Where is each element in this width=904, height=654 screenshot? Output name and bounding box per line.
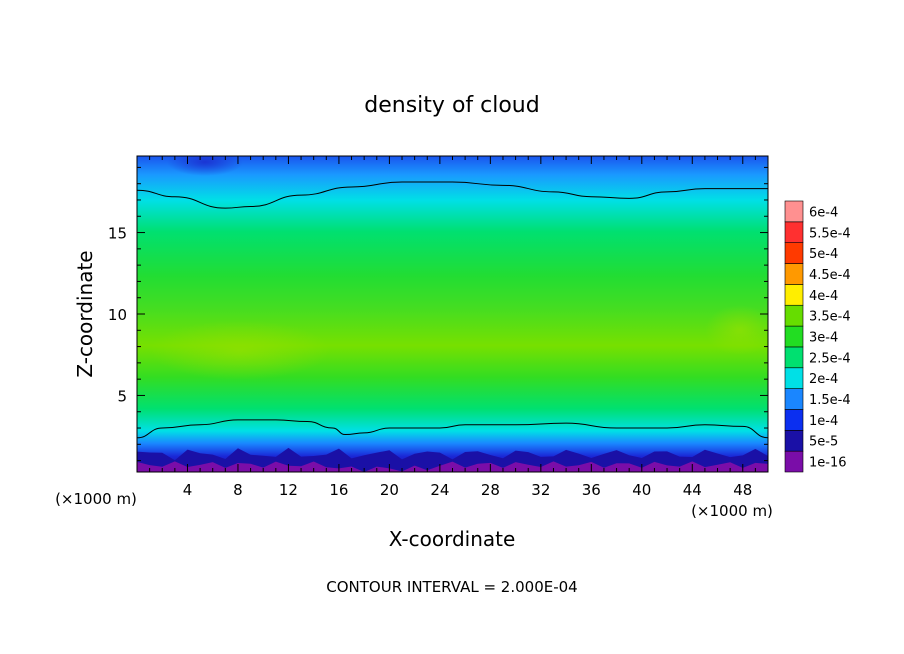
x-tick-label: 24 <box>430 481 449 499</box>
colorbar-swatch <box>784 263 804 285</box>
colorbar-swatch <box>784 304 804 327</box>
x-tick-label: 20 <box>380 481 399 499</box>
colorbar-swatch <box>784 200 804 223</box>
x-tick-label: 44 <box>683 481 702 499</box>
colorbar-swatch <box>784 242 804 264</box>
colorbar-label: 1.5e-4 <box>809 393 851 408</box>
colorbar-label: 1e-16 <box>809 456 847 471</box>
surface-band <box>137 461 768 472</box>
x-tick-label: 4 <box>183 481 193 499</box>
contour-interval-note: CONTOUR INTERVAL = 2.000E-04 <box>326 578 577 596</box>
x-tick-label: 36 <box>582 481 601 499</box>
colorbar-label: 5e-5 <box>809 435 838 450</box>
y-axis: 5 10 15 <box>108 166 768 462</box>
y-tick-label: 15 <box>108 225 127 243</box>
colorbar-swatch <box>784 450 804 473</box>
x-unit-label-right: (×1000 m) <box>691 502 773 520</box>
x-axis: 4 8 12 16 20 24 28 32 36 40 44 48 <box>149 156 756 499</box>
x-unit-label-left: (×1000 m) <box>55 490 137 508</box>
contour-line-upper <box>137 181 768 209</box>
x-tick-label: 32 <box>531 481 550 499</box>
colorbar-swatch <box>784 430 804 452</box>
x-tick-label: 12 <box>279 481 298 499</box>
chart-title: density of cloud <box>364 93 539 118</box>
y-axis-label: Z-coordinate <box>73 250 97 377</box>
colorbar-swatch <box>784 409 804 431</box>
colorbar-label: 2.5e-4 <box>809 351 851 366</box>
x-tick-label: 8 <box>233 481 243 499</box>
colorbar-label: 5e-4 <box>809 247 838 262</box>
x-tick-label: 48 <box>733 481 752 499</box>
contour-line-lower <box>137 419 768 439</box>
field-gradient <box>137 156 768 472</box>
colorbar-swatch <box>784 284 804 306</box>
x-tick-label: 28 <box>481 481 500 499</box>
upper-density-minimum <box>167 156 243 176</box>
x-tick-label: 40 <box>632 481 651 499</box>
colorbar: 1e-16 5e-5 1e-4 1.5e-4 2e-4 2.5e-4 3e-4 3.5e-4 4… <box>784 200 851 473</box>
colorbar-swatch <box>784 325 804 348</box>
x-tick-label: 16 <box>329 481 348 499</box>
colorbar-label: 4e-4 <box>809 289 838 304</box>
colorbar-label: 5.5e-4 <box>809 226 851 241</box>
x-axis-label: X-coordinate <box>389 527 516 551</box>
contour-field <box>137 156 768 472</box>
colorbar-label: 2e-4 <box>809 372 838 387</box>
colorbar-swatch <box>784 367 804 389</box>
mid-density-maximum-right <box>705 305 768 355</box>
colorbar-swatch <box>784 388 804 410</box>
colorbar-label: 3e-4 <box>809 331 838 346</box>
y-tick-label: 5 <box>117 387 127 405</box>
colorbar-label: 1e-4 <box>809 414 838 429</box>
colorbar-swatch <box>784 346 804 369</box>
colorbar-label: 3.5e-4 <box>809 310 851 325</box>
mid-density-maximum-left <box>150 320 330 380</box>
y-tick-label: 10 <box>108 306 127 324</box>
colorbar-label: 6e-4 <box>809 205 838 220</box>
colorbar-label: 4.5e-4 <box>809 268 851 283</box>
colorbar-swatch <box>784 221 804 243</box>
